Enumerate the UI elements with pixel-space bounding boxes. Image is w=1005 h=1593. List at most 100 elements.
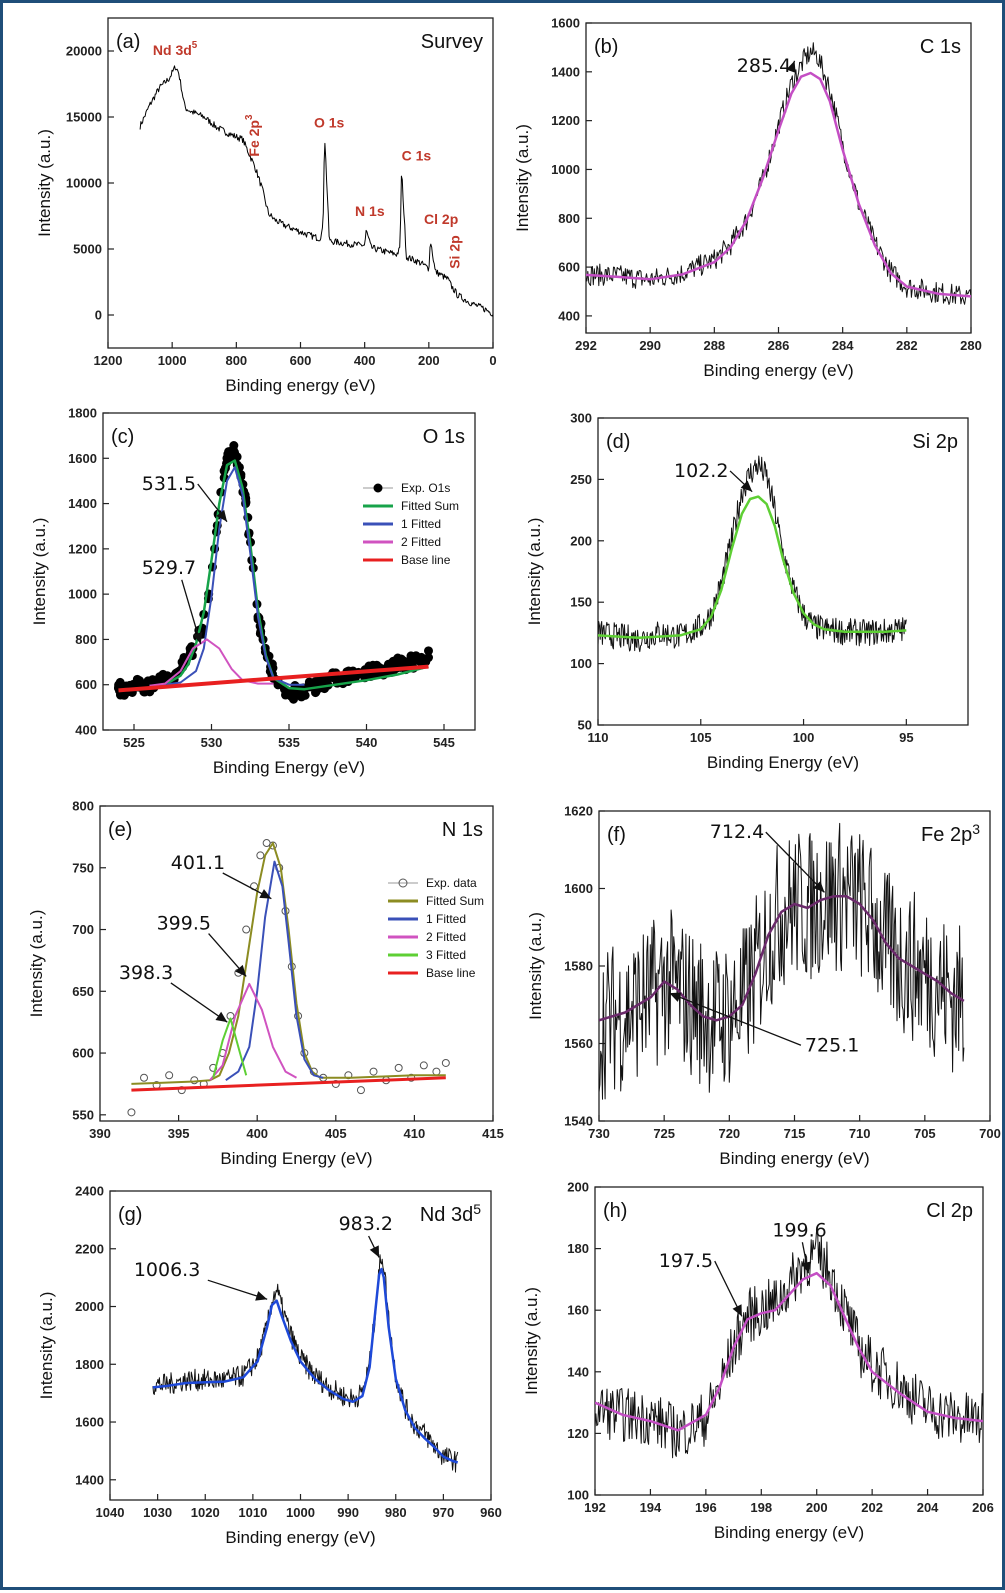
data-point <box>177 1086 186 1095</box>
y-axis-label: Intensity (a.u.) <box>513 124 532 232</box>
y-tick-label: 2400 <box>75 1184 104 1199</box>
y-tick-label: 1600 <box>68 451 97 466</box>
panel-b: 292 290 288 286 284 282 280 400 600 800 1000 1200 14… <box>513 16 982 381</box>
x-tick-label: 715 <box>784 1126 806 1141</box>
y-tick-label: 600 <box>72 1046 94 1061</box>
arrow-head <box>740 480 753 492</box>
y-tick-label: 1620 <box>564 804 593 819</box>
x-tick-label: 105 <box>690 730 712 745</box>
y-tick-label: 160 <box>567 1303 589 1318</box>
y-tick-label: 200 <box>570 533 592 548</box>
arrow-head <box>215 1011 228 1023</box>
legend-entry: Exp. data <box>426 876 477 890</box>
arrow-head <box>255 1291 268 1301</box>
x-tick-label: 192 <box>584 1500 606 1515</box>
x-tick-label: 200 <box>806 1500 828 1515</box>
data-point <box>401 657 411 667</box>
data-point <box>256 851 265 860</box>
panel-title: Nd 3d5 <box>420 1201 481 1226</box>
panel-letter: (f) <box>607 824 626 846</box>
x-tick-label: 405 <box>325 1126 347 1141</box>
data-point <box>165 1071 174 1080</box>
data-layer <box>599 822 965 1100</box>
panel-title: O 1s <box>423 426 465 448</box>
series-line-0 <box>139 65 493 317</box>
peak-label: 983.2 <box>339 1213 393 1235</box>
series-line-1 <box>586 71 971 298</box>
x-tick-label: 705 <box>914 1126 936 1141</box>
data-layer <box>152 1254 459 1473</box>
data-point <box>369 1067 378 1076</box>
data-layer <box>598 455 907 653</box>
x-tick-label: 960 <box>480 1505 502 1520</box>
x-tick-label: 196 <box>695 1500 717 1515</box>
data-point <box>432 1067 441 1076</box>
legend-entry: Exp. O1s <box>401 481 450 495</box>
peak-label: N 1s <box>355 203 385 219</box>
panel-a: 1200 1000 800 600 400 200 00500010000150002000… <box>35 17 497 395</box>
x-tick-label: 540 <box>356 735 378 750</box>
xps-figure: 1200 1000 800 600 400 200 00500010000150002000… <box>27 16 1001 1548</box>
y-tick-label: 800 <box>72 799 94 814</box>
panel-title: Survey <box>421 31 483 53</box>
y-tick-label: 600 <box>558 260 580 275</box>
y-axis-label: Intensity (a.u.) <box>30 518 49 626</box>
data-point <box>232 452 242 462</box>
series-line-2 <box>149 466 305 687</box>
arrow-head <box>669 992 682 1002</box>
y-tick-label: 140 <box>567 1364 589 1379</box>
y-axis-label: Intensity (a.u.) <box>37 1292 56 1400</box>
series-line-1 <box>595 1271 983 1432</box>
series-line-0 <box>586 42 971 305</box>
peak-label: 197.5 <box>659 1250 713 1272</box>
x-tick-label: 282 <box>896 338 918 353</box>
y-tick-label: 2000 <box>75 1299 104 1314</box>
x-tick-label: 110 <box>588 730 609 745</box>
y-tick-label: 5000 <box>73 242 102 257</box>
x-axis-label: Binding energy (eV) <box>225 1528 375 1547</box>
x-tick-label: 535 <box>278 735 300 750</box>
peak-label: Si 2p <box>446 235 462 268</box>
data-point <box>242 925 251 934</box>
data-point <box>224 447 234 457</box>
x-tick-label: 1200 <box>94 353 123 368</box>
arrow-head <box>369 1245 380 1258</box>
series-line-1 <box>118 459 429 692</box>
series-line-1 <box>598 495 907 640</box>
data-point <box>441 1058 450 1067</box>
data-point <box>143 676 153 686</box>
peak-label: 531.5 <box>142 473 196 495</box>
data-point <box>394 1063 403 1072</box>
x-tick-label: 530 <box>201 735 223 750</box>
y-tick-label: 120 <box>567 1426 589 1441</box>
legend-entry: 2 Fitted <box>401 535 441 549</box>
peak-label: Cl 2p <box>424 211 458 227</box>
legend-entry: 1 Fitted <box>426 912 466 926</box>
y-tick-label: 1540 <box>564 1114 593 1129</box>
plot-frame <box>109 1190 492 1501</box>
x-axis-label: Binding Energy (eV) <box>220 1149 372 1168</box>
arrow-head <box>259 889 272 899</box>
y-tick-label: 1400 <box>551 64 580 79</box>
series-line-0 <box>152 1254 459 1473</box>
x-tick-label: 288 <box>703 338 725 353</box>
arrow-head <box>801 1261 812 1274</box>
peak-label: 401.1 <box>171 852 225 874</box>
arrow-head <box>732 1304 742 1317</box>
y-axis-label: Intensity (a.u.) <box>525 518 544 626</box>
panel-d: 110 105 100 95 50 100 150 200 250 300 Binding Ener… <box>525 411 969 772</box>
x-tick-label: 400 <box>246 1126 268 1141</box>
y-tick-label: 100 <box>570 656 592 671</box>
x-axis-label: Binding Energy (eV) <box>707 753 859 772</box>
y-axis-label: Intensity (a.u.) <box>522 1287 541 1395</box>
x-axis-label: Binding Energy (eV) <box>213 758 365 777</box>
x-tick-label: 1000 <box>158 353 187 368</box>
x-tick-label: 395 <box>168 1126 190 1141</box>
x-tick-label: 1040 <box>96 1505 125 1520</box>
x-tick-label: 284 <box>832 338 854 353</box>
x-tick-label: 286 <box>768 338 790 353</box>
series-line-3 <box>209 982 297 1081</box>
x-tick-label: 990 <box>337 1505 359 1520</box>
data-point <box>393 653 403 663</box>
x-tick-label: 725 <box>653 1126 675 1141</box>
